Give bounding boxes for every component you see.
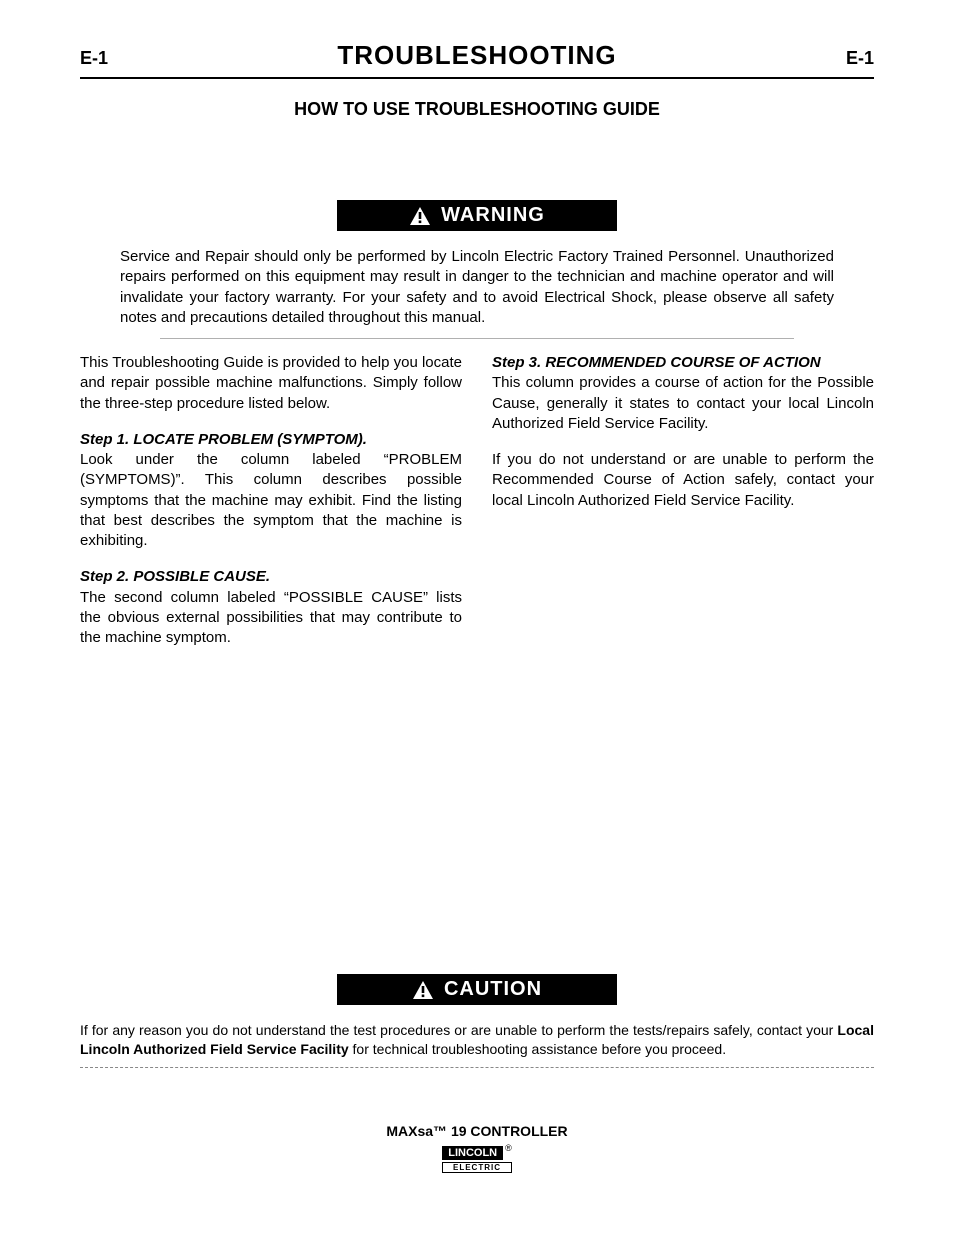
step3-heading: Step 3. RECOMMENDED COURSE OF ACTION (492, 354, 821, 371)
warning-banner: WARNING (337, 200, 617, 231)
logo-brand-bottom: ELECTRIC (442, 1162, 512, 1173)
caution-banner: CAUTION (337, 974, 617, 1005)
step3-body: This column provides a course of action … (492, 374, 874, 432)
caution-body-text: If for any reason you do not understand … (80, 1021, 874, 1068)
footer-product-name: MAXsa™ 19 CONTROLLER (0, 1123, 954, 1139)
step1-body: Look under the column labeled “PROBLEM (… (80, 451, 462, 549)
logo-brand-top: LINCOLN (442, 1146, 503, 1160)
page-footer: MAXsa™ 19 CONTROLLER LINCOLN® ELECTRIC (0, 1123, 954, 1175)
warning-body-text: Service and Repair should only be perfor… (80, 247, 874, 328)
sub-title: HOW TO USE TROUBLESHOOTING GUIDE (80, 99, 874, 120)
lincoln-electric-logo: LINCOLN® ELECTRIC (442, 1143, 512, 1173)
caution-label: CAUTION (444, 978, 542, 1001)
caution-text-after: for technical troubleshooting assistance… (349, 1041, 726, 1057)
step3: Step 3. RECOMMENDED COURSE OF ACTION Thi… (492, 353, 874, 434)
warning-triangle-icon (409, 206, 431, 226)
step2-body: The second column labeled “POSSIBLE CAUS… (80, 589, 462, 647)
caution-triangle-icon (412, 980, 434, 1000)
step1-heading: Step 1. LOCATE PROBLEM (SYMPTOM). (80, 431, 367, 448)
step2: Step 2. POSSIBLE CAUSE. The second colum… (80, 567, 462, 648)
two-column-body: This Troubleshooting Guide is provided t… (80, 353, 874, 664)
caution-text-before: If for any reason you do not understand … (80, 1022, 837, 1038)
left-column: This Troubleshooting Guide is provided t… (80, 353, 462, 664)
step1: Step 1. LOCATE PROBLEM (SYMPTOM). Look u… (80, 430, 462, 552)
right-column: Step 3. RECOMMENDED COURSE OF ACTION Thi… (492, 353, 874, 664)
page-number-left: E-1 (80, 48, 108, 69)
page-header: E-1 TROUBLESHOOTING E-1 (80, 40, 874, 79)
page-number-right: E-1 (846, 48, 874, 69)
step3-extra: If you do not understand or are unable t… (492, 450, 874, 511)
main-title: TROUBLESHOOTING (337, 40, 616, 71)
intro-paragraph: This Troubleshooting Guide is provided t… (80, 353, 462, 414)
caution-section: CAUTION If for any reason you do not und… (80, 974, 874, 1068)
step2-heading: Step 2. POSSIBLE CAUSE. (80, 568, 270, 585)
warning-label: WARNING (441, 204, 545, 227)
section-divider (160, 338, 794, 339)
logo-registered-mark: ® (505, 1143, 512, 1153)
